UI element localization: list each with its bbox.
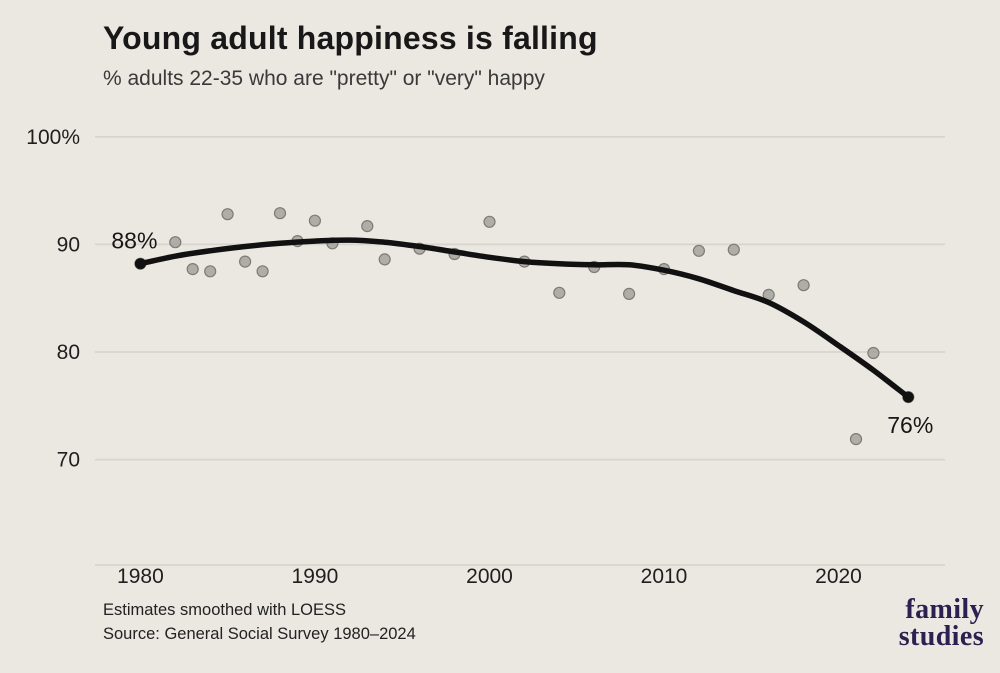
- data-point: [378, 253, 391, 266]
- brand-logo-line1: family: [905, 594, 984, 625]
- y-tick-label: 70: [57, 449, 80, 472]
- data-point: [308, 214, 321, 227]
- gridlines: [95, 135, 945, 566]
- chart-subtitle: % adults 22-35 who are "pretty" or "very…: [103, 67, 545, 90]
- x-tick-label: 1990: [292, 565, 339, 588]
- y-tick-label: 80: [57, 341, 80, 364]
- data-point: [169, 236, 182, 249]
- y-tick-label: 90: [57, 234, 80, 257]
- data-point: [849, 433, 863, 446]
- data-point: [239, 255, 252, 268]
- happiness-line-chart: 100% 90 80 70 1980 1990 2000 2010 2020 88% 76%: [26, 126, 945, 588]
- data-point: [361, 220, 374, 233]
- x-tick-label: 1980: [117, 565, 164, 588]
- chart-note-source: Source: General Social Survey 1980–2024: [103, 625, 416, 643]
- annotation-88: 88%: [111, 228, 157, 254]
- x-tick-label: 2000: [466, 565, 513, 588]
- data-point: [867, 346, 880, 360]
- data-point: [692, 244, 706, 257]
- y-axis-labels: 100% 90 80 70: [26, 126, 80, 472]
- data-point: [553, 286, 566, 299]
- data-point: [186, 263, 199, 276]
- data-point: [797, 279, 810, 292]
- data-point: [256, 265, 269, 278]
- chart-title: Young adult happiness is falling: [103, 20, 598, 56]
- data-point: [221, 208, 234, 221]
- x-tick-label: 2010: [641, 565, 688, 588]
- loess-line: [137, 237, 912, 400]
- x-axis-labels: 1980 1990 2000 2010 2020: [117, 565, 862, 588]
- data-point: [204, 265, 217, 278]
- x-tick-label: 2020: [815, 565, 862, 588]
- data-point: [622, 287, 636, 300]
- chart-note-method: Estimates smoothed with LOESS: [103, 601, 347, 619]
- data-point: [273, 207, 287, 220]
- line-endpoint-end: [902, 391, 914, 403]
- data-point: [483, 215, 496, 228]
- brand-logo-line2: studies: [898, 621, 984, 652]
- line-endpoint-start: [134, 258, 146, 270]
- y-tick-label: 100%: [26, 126, 80, 149]
- data-point: [727, 243, 740, 256]
- annotation-76: 76%: [887, 412, 933, 438]
- brand-logo: family studies: [898, 594, 984, 652]
